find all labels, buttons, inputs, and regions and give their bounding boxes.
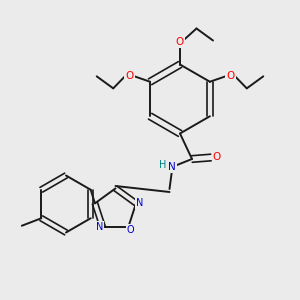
Text: H: H <box>159 160 166 170</box>
Text: O: O <box>226 71 234 81</box>
Text: N: N <box>136 198 144 208</box>
Text: O: O <box>126 71 134 81</box>
Text: N: N <box>168 161 176 172</box>
Text: N: N <box>95 223 103 232</box>
Text: O: O <box>213 152 221 163</box>
Text: O: O <box>127 225 134 235</box>
Text: O: O <box>176 37 184 47</box>
